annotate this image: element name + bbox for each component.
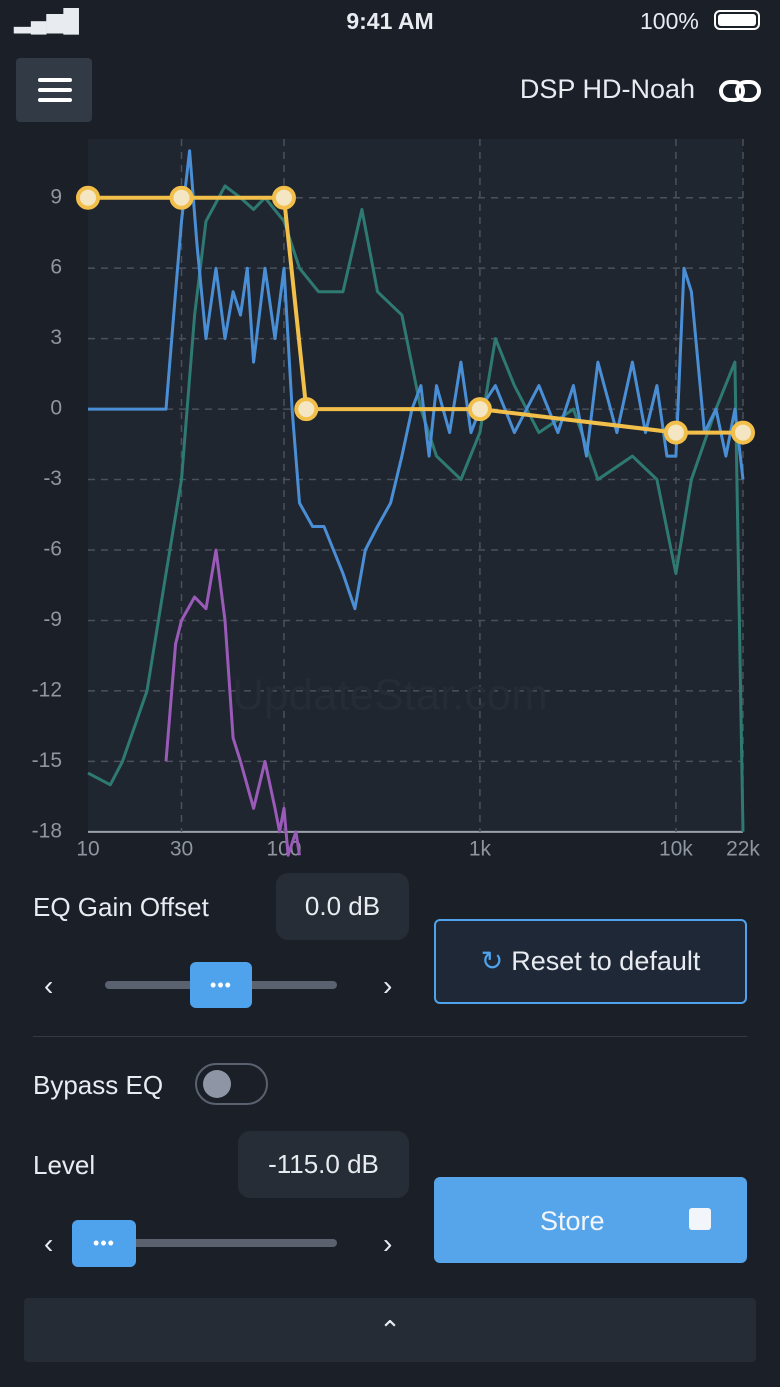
battery-icon — [714, 10, 760, 30]
bypass-label: Bypass EQ — [33, 1070, 164, 1100]
divider — [33, 1036, 747, 1037]
measurement-curve — [164, 548, 301, 857]
y-tick-label: -15 — [32, 749, 62, 772]
measurement-curve — [87, 184, 745, 832]
x-tick-label: 1k — [469, 838, 492, 861]
bottom-drawer[interactable]: ⌃ — [24, 1298, 756, 1362]
reset-button[interactable]: ↻ Reset to default — [434, 919, 747, 1004]
level-thumb[interactable]: ••• — [72, 1220, 136, 1267]
y-tick-label: 0 — [50, 397, 62, 420]
level-track[interactable] — [105, 1239, 337, 1247]
reset-text: Reset to default — [511, 946, 701, 976]
link-icon[interactable] — [718, 78, 762, 104]
x-tick-label: 10k — [659, 838, 693, 861]
plot-background — [88, 139, 743, 832]
eq-point[interactable] — [76, 185, 100, 210]
gain-value: 0.0 dB — [276, 873, 409, 940]
level-label: Level — [33, 1150, 96, 1180]
measurement-curve — [88, 149, 745, 611]
menu-button[interactable] — [16, 58, 92, 122]
x-tick-label: 10 — [76, 838, 99, 861]
eq-point[interactable] — [294, 397, 319, 422]
y-tick-label: -12 — [32, 678, 62, 701]
x-tick-label: 22k — [726, 838, 760, 861]
gain-thumb[interactable]: ••• — [190, 962, 252, 1008]
eq-point[interactable] — [731, 420, 755, 445]
gain-decrease[interactable]: ‹ — [44, 970, 54, 1001]
bypass-toggle[interactable] — [195, 1063, 268, 1105]
battery-text: 100% — [640, 8, 699, 34]
level-decrease[interactable]: ‹ — [44, 1228, 54, 1259]
y-tick-label: -18 — [32, 819, 62, 842]
eq-point[interactable] — [271, 185, 296, 210]
y-tick-label: 6 — [50, 256, 62, 279]
store-button[interactable]: Store — [434, 1177, 747, 1263]
eq-point[interactable] — [663, 420, 688, 445]
y-tick-label: 3 — [50, 326, 62, 349]
y-tick-label: -3 — [43, 467, 62, 490]
store-text: Store — [540, 1206, 605, 1236]
level-increase[interactable]: › — [383, 1228, 393, 1259]
eq-point[interactable] — [169, 185, 194, 210]
device-title: DSP HD-Noah — [519, 74, 695, 104]
save-icon — [689, 1208, 711, 1230]
y-tick-label: -9 — [43, 608, 62, 631]
watermark: UpdateStar.com — [232, 671, 548, 720]
gain-label: EQ Gain Offset — [33, 892, 209, 922]
y-tick-label: -6 — [43, 538, 62, 561]
eq-point[interactable] — [467, 397, 492, 422]
level-value: -115.0 dB — [238, 1131, 409, 1198]
gain-increase[interactable]: › — [383, 970, 393, 1001]
x-tick-label: 30 — [170, 838, 193, 861]
signal-icon: ▂▄▆█ — [14, 8, 80, 33]
reset-icon: ↻ — [480, 946, 504, 976]
status-time: 9:41 AM — [346, 8, 434, 34]
y-tick-label: 9 — [50, 185, 62, 208]
